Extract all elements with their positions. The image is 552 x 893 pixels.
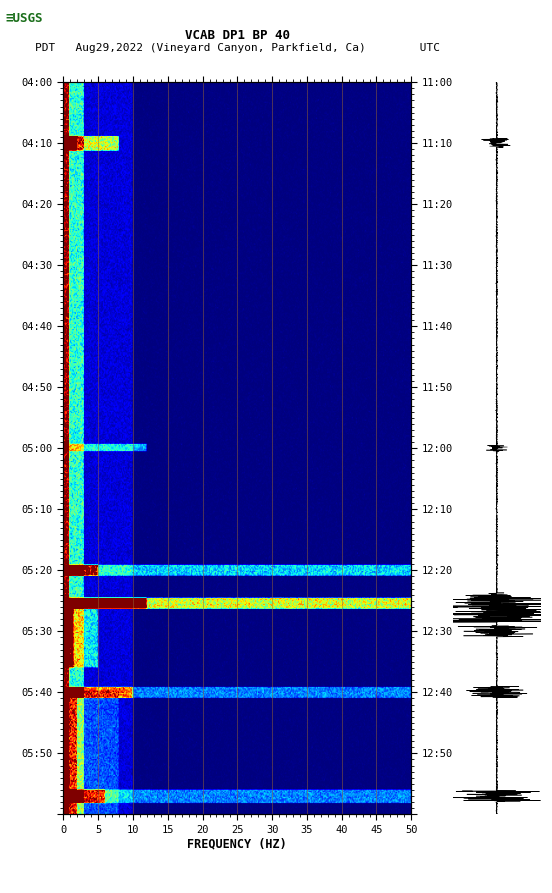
Text: VCAB DP1 BP 40: VCAB DP1 BP 40 xyxy=(185,29,290,42)
Text: PDT   Aug29,2022 (Vineyard Canyon, Parkfield, Ca)        UTC: PDT Aug29,2022 (Vineyard Canyon, Parkfie… xyxy=(35,43,440,53)
Text: ≡USGS: ≡USGS xyxy=(6,13,43,25)
X-axis label: FREQUENCY (HZ): FREQUENCY (HZ) xyxy=(188,838,287,851)
